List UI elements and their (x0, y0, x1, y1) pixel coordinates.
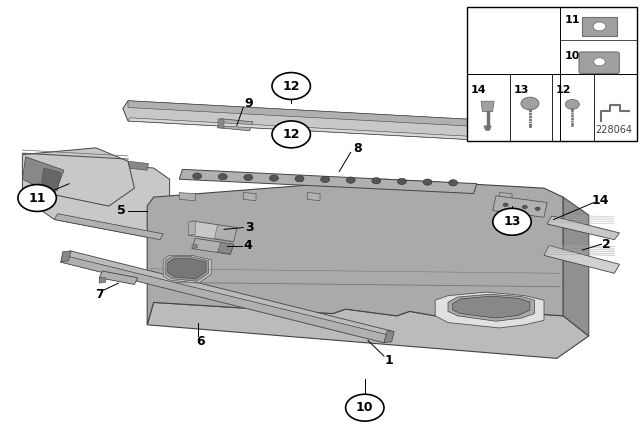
Polygon shape (67, 156, 104, 166)
Polygon shape (384, 331, 394, 343)
Text: 12: 12 (556, 85, 572, 95)
Circle shape (346, 177, 355, 183)
Polygon shape (147, 179, 563, 325)
Text: 13: 13 (513, 85, 529, 95)
FancyBboxPatch shape (579, 52, 620, 73)
Polygon shape (218, 119, 224, 128)
Circle shape (397, 178, 406, 185)
Text: 14: 14 (471, 85, 486, 95)
Text: 7: 7 (95, 288, 104, 301)
Circle shape (218, 173, 227, 180)
Text: 1: 1 (385, 354, 394, 367)
Polygon shape (115, 160, 148, 170)
Polygon shape (192, 238, 234, 254)
Polygon shape (42, 168, 61, 190)
Text: 12: 12 (282, 79, 300, 93)
Polygon shape (484, 126, 492, 130)
Polygon shape (448, 294, 534, 321)
Circle shape (449, 180, 458, 186)
Circle shape (372, 177, 381, 184)
Polygon shape (61, 255, 387, 343)
Polygon shape (61, 256, 390, 343)
Polygon shape (493, 196, 547, 217)
Circle shape (593, 22, 606, 31)
FancyBboxPatch shape (467, 7, 637, 141)
Text: 12: 12 (282, 128, 300, 141)
Text: 9: 9 (244, 96, 253, 110)
Polygon shape (54, 214, 163, 240)
Polygon shape (547, 216, 620, 240)
Circle shape (272, 73, 310, 99)
Circle shape (295, 176, 304, 182)
Text: 8: 8 (353, 142, 362, 155)
Polygon shape (481, 101, 494, 112)
Polygon shape (192, 244, 197, 249)
Text: 14: 14 (591, 194, 609, 207)
Polygon shape (165, 257, 209, 281)
Circle shape (272, 121, 310, 148)
Polygon shape (544, 246, 620, 273)
Polygon shape (123, 101, 506, 141)
Circle shape (269, 175, 278, 181)
Text: 11: 11 (564, 15, 580, 25)
Circle shape (503, 203, 508, 207)
Circle shape (493, 208, 531, 235)
Polygon shape (189, 221, 237, 242)
Circle shape (18, 185, 56, 211)
Polygon shape (452, 296, 530, 318)
Polygon shape (42, 161, 170, 240)
Polygon shape (499, 193, 512, 201)
Text: 2: 2 (602, 237, 611, 251)
Polygon shape (218, 119, 253, 131)
Polygon shape (163, 255, 211, 283)
Text: 10: 10 (356, 401, 374, 414)
Text: 10: 10 (564, 52, 580, 61)
Text: 4: 4 (243, 239, 252, 252)
Circle shape (522, 205, 527, 209)
Polygon shape (99, 271, 138, 284)
Polygon shape (147, 302, 589, 358)
Text: 11: 11 (28, 191, 46, 205)
Polygon shape (128, 101, 501, 128)
Polygon shape (128, 118, 501, 141)
Circle shape (244, 174, 253, 181)
Polygon shape (179, 193, 195, 201)
Circle shape (521, 97, 539, 110)
Text: 5: 5 (117, 204, 126, 217)
Polygon shape (61, 251, 71, 262)
Circle shape (321, 176, 330, 183)
Polygon shape (179, 169, 477, 194)
FancyBboxPatch shape (582, 17, 617, 36)
Polygon shape (168, 258, 206, 279)
Circle shape (565, 99, 579, 109)
Polygon shape (22, 148, 134, 206)
Polygon shape (189, 221, 195, 235)
Polygon shape (61, 251, 394, 343)
Circle shape (193, 173, 202, 179)
Polygon shape (563, 197, 589, 336)
Text: 3: 3 (245, 221, 254, 234)
Polygon shape (99, 278, 106, 283)
Polygon shape (243, 193, 256, 201)
Circle shape (423, 179, 432, 185)
Polygon shape (214, 225, 237, 241)
Polygon shape (307, 193, 320, 201)
Text: 13: 13 (503, 215, 521, 228)
Text: 6: 6 (196, 335, 205, 348)
Text: 228064: 228064 (595, 125, 632, 135)
Polygon shape (218, 242, 234, 254)
Circle shape (594, 58, 605, 66)
Polygon shape (22, 157, 64, 195)
Polygon shape (435, 292, 544, 328)
Circle shape (535, 207, 540, 211)
Circle shape (346, 394, 384, 421)
